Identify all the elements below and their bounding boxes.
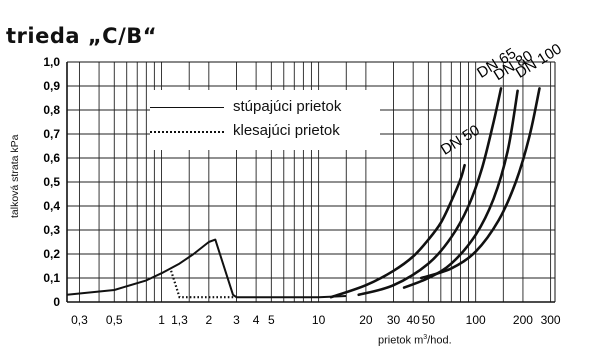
x-tick-label: 50 (422, 313, 436, 327)
y-tick-label: 0,7 (43, 127, 60, 141)
x-tick-label: 4 (253, 313, 260, 327)
legend-swatch-dotted (150, 131, 224, 133)
x-tick-label: 200 (513, 313, 533, 327)
legend: stúpajúci prietok klesajúci prietok (150, 90, 380, 150)
series-line-rising-flow (66, 238, 347, 299)
x-tick-label: 30 (387, 313, 401, 327)
x-tick-label: 1,3 (171, 313, 188, 327)
x-tick-label: 1 (158, 313, 165, 327)
y-tick-label: 0,3 (43, 223, 60, 237)
x-tick-label: 100 (466, 313, 486, 327)
series-line-dn-50 (329, 163, 466, 299)
x-tick-label: 0,3 (71, 313, 88, 327)
x-tick-label: 40 (406, 313, 420, 327)
y-tick-label: 0,8 (43, 103, 60, 117)
series-line-falling-flow (170, 270, 235, 299)
legend-label-solid: stúpajúci prietok (233, 98, 342, 115)
y-tick-label: 0,6 (43, 151, 60, 165)
x-tick-label: 3 (233, 313, 240, 327)
y-tick-label: 0 (53, 295, 60, 309)
series-line-dn-100 (419, 87, 541, 280)
x-tick-label: 20 (359, 313, 373, 327)
y-tick-label: 0,1 (43, 271, 60, 285)
x-tick-label: 300 (541, 313, 561, 327)
x-tick-label: 5 (268, 313, 275, 327)
y-tick-label: 0,2 (43, 247, 60, 261)
legend-swatch-solid (150, 107, 224, 108)
series-line-dn-65 (357, 87, 503, 297)
chart-title: trieda „C/B“ (6, 24, 158, 48)
x-axis-label: prietok m3/hod. (378, 334, 452, 347)
y-tick-label: 0,5 (43, 175, 60, 189)
legend-label-dotted: klesajúci prietok (233, 122, 340, 139)
y-tick-label: 1,0 (43, 55, 60, 69)
y-tick-label: 0,4 (43, 199, 60, 213)
x-tick-label: 0,5 (106, 313, 123, 327)
y-tick-label: 0,9 (43, 79, 60, 93)
x-tick-label: 10 (312, 313, 326, 327)
series-line-dn-80 (402, 89, 519, 289)
x-tick-label: 2 (205, 313, 212, 327)
